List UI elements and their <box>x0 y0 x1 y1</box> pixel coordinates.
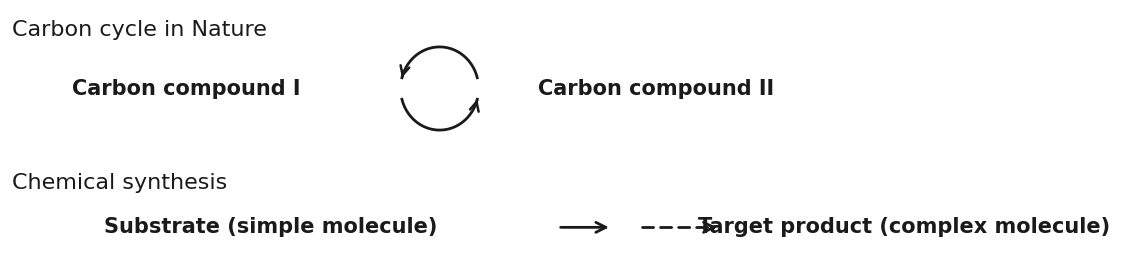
Text: Chemical synthesis: Chemical synthesis <box>13 173 227 193</box>
Text: Target product (complex molecule): Target product (complex molecule) <box>698 217 1110 237</box>
Text: Carbon compound II: Carbon compound II <box>538 78 774 98</box>
Text: Carbon compound I: Carbon compound I <box>72 78 300 98</box>
Text: Substrate (simple molecule): Substrate (simple molecule) <box>103 217 438 237</box>
Text: Carbon cycle in Nature: Carbon cycle in Nature <box>13 20 267 40</box>
